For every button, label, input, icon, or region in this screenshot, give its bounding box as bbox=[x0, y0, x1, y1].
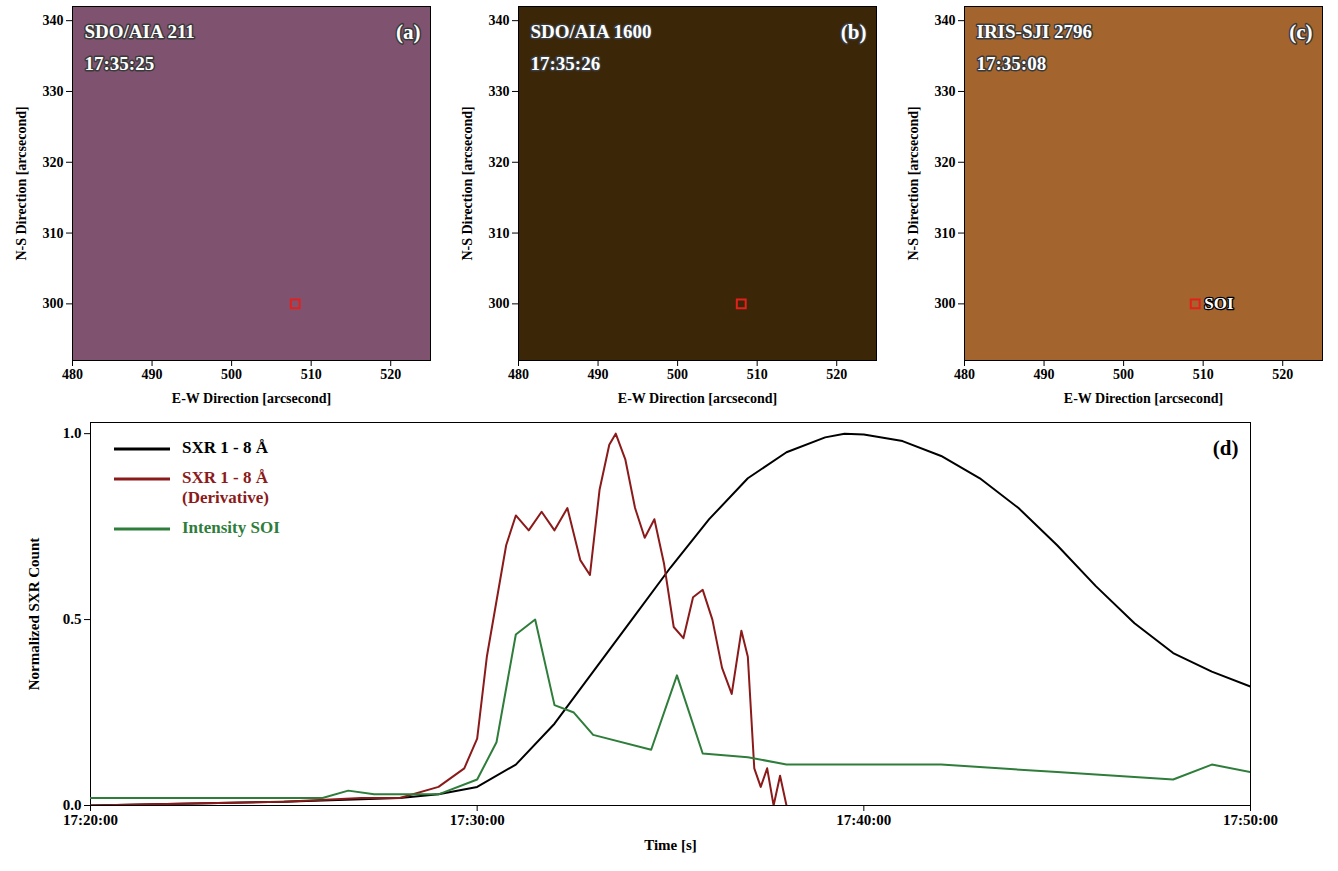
svg-text:480: 480 bbox=[954, 367, 975, 382]
svg-text:340: 340 bbox=[935, 13, 956, 28]
svg-text:17:35:26: 17:35:26 bbox=[531, 53, 601, 74]
svg-text:320: 320 bbox=[43, 155, 64, 170]
svg-text:340: 340 bbox=[489, 13, 510, 28]
svg-text:500: 500 bbox=[221, 367, 242, 382]
svg-text:17:40:00: 17:40:00 bbox=[836, 812, 891, 828]
svg-text:310: 310 bbox=[935, 226, 956, 241]
svg-text:(c): (c) bbox=[1289, 20, 1312, 44]
svg-text:310: 310 bbox=[489, 226, 510, 241]
svg-text:330: 330 bbox=[43, 84, 64, 99]
svg-text:17:20:00: 17:20:00 bbox=[63, 812, 118, 828]
svg-text:1.0: 1.0 bbox=[63, 425, 82, 441]
svg-text:310: 310 bbox=[43, 226, 64, 241]
svg-text:340: 340 bbox=[43, 13, 64, 28]
svg-text:E-W Direction [arcsecond]: E-W Direction [arcsecond] bbox=[1064, 391, 1223, 406]
svg-text:510: 510 bbox=[747, 367, 768, 382]
html-text:(Derivative): (Derivative) bbox=[182, 488, 269, 507]
svg-text:330: 330 bbox=[489, 84, 510, 99]
svg-text:490: 490 bbox=[142, 367, 163, 382]
svg-text:E-W Direction [arcsecond]: E-W Direction [arcsecond] bbox=[172, 391, 331, 406]
svg-text:17:35:25: 17:35:25 bbox=[85, 53, 155, 74]
svg-text:510: 510 bbox=[1193, 367, 1214, 382]
svg-text:SOI: SOI bbox=[1204, 294, 1234, 313]
svg-text:0.0: 0.0 bbox=[63, 797, 82, 813]
svg-text:300: 300 bbox=[935, 296, 956, 311]
svg-text:SDO/AIA 211: SDO/AIA 211 bbox=[85, 21, 195, 42]
svg-text:Time [s]: Time [s] bbox=[644, 837, 697, 853]
svg-text:500: 500 bbox=[1113, 367, 1134, 382]
svg-text:Normalized SXR Count: Normalized SXR Count bbox=[26, 538, 42, 691]
svg-text:300: 300 bbox=[43, 296, 64, 311]
svg-text:300: 300 bbox=[489, 296, 510, 311]
svg-text:480: 480 bbox=[62, 367, 83, 382]
svg-text:520: 520 bbox=[826, 367, 847, 382]
svg-text:17:30:00: 17:30:00 bbox=[450, 812, 505, 828]
svg-text:320: 320 bbox=[489, 155, 510, 170]
svg-text:510: 510 bbox=[301, 367, 322, 382]
svg-text:520: 520 bbox=[1272, 367, 1293, 382]
svg-text:(b): (b) bbox=[841, 20, 867, 44]
html-text:Intensity SOI: Intensity SOI bbox=[182, 518, 280, 537]
svg-text:0.5: 0.5 bbox=[63, 611, 82, 627]
svg-text:17:50:00: 17:50:00 bbox=[1223, 812, 1278, 828]
svg-text:490: 490 bbox=[588, 367, 609, 382]
html-text:SXR 1 - 8 Å: SXR 1 - 8 Å bbox=[182, 438, 268, 457]
svg-text:480: 480 bbox=[508, 367, 529, 382]
svg-text:500: 500 bbox=[667, 367, 688, 382]
svg-text:E-W Direction [arcsecond]: E-W Direction [arcsecond] bbox=[618, 391, 777, 406]
svg-text:(a): (a) bbox=[396, 20, 421, 44]
svg-text:520: 520 bbox=[380, 367, 401, 382]
html-text:SXR 1 - 8 Å: SXR 1 - 8 Å bbox=[182, 468, 268, 487]
svg-text:IRIS-SJI 2796: IRIS-SJI 2796 bbox=[977, 21, 1093, 42]
svg-text:N-S Direction [arcsecond]: N-S Direction [arcsecond] bbox=[906, 106, 921, 260]
svg-text:(d): (d) bbox=[1213, 436, 1239, 460]
svg-text:N-S Direction [arcsecond]: N-S Direction [arcsecond] bbox=[14, 106, 29, 260]
svg-text:320: 320 bbox=[935, 155, 956, 170]
svg-text:17:35:08: 17:35:08 bbox=[977, 53, 1047, 74]
svg-text:490: 490 bbox=[1034, 367, 1055, 382]
svg-text:330: 330 bbox=[935, 84, 956, 99]
svg-text:N-S Direction [arcsecond]: N-S Direction [arcsecond] bbox=[460, 106, 475, 260]
svg-text:SDO/AIA 1600: SDO/AIA 1600 bbox=[531, 21, 652, 42]
